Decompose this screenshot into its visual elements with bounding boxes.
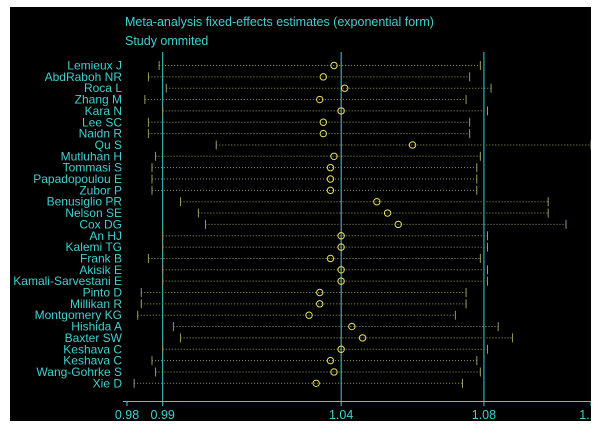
estimate-marker (330, 368, 338, 376)
study-label: Kalemi TG (66, 240, 122, 254)
study-label: Hishida A (71, 320, 122, 334)
estimate-marker (326, 254, 335, 263)
study-label: Benusiglio PR (47, 195, 123, 209)
study-label: Zhang M (75, 93, 122, 107)
study-label: Wang-Gohrke S (36, 365, 122, 379)
study-label: Lemieux J (67, 59, 122, 73)
estimate-marker (337, 232, 345, 240)
estimate-marker (316, 300, 324, 308)
estimate-marker (358, 334, 367, 342)
study-label: Cox DG (79, 217, 122, 231)
estimate-marker (348, 322, 356, 331)
study-label: AbdRaboh NR (45, 70, 123, 84)
x-tick-label: 1.11 (579, 408, 591, 421)
estimate-marker (337, 277, 345, 285)
estimate-marker (373, 198, 381, 206)
estimate-marker (337, 243, 345, 251)
study-label: Akisik E (79, 263, 122, 277)
study-label: Montgomery KG (35, 308, 122, 322)
study-label: Lee SC (82, 115, 122, 129)
study-label: Nelson SE (65, 206, 122, 220)
x-axis-line (123, 401, 591, 402)
estimate-marker (316, 95, 324, 104)
study-label: Roca L (84, 81, 122, 95)
estimate-marker (337, 345, 345, 353)
study-label: Naidn R (79, 127, 123, 141)
estimate-marker (394, 220, 402, 229)
estimate-marker (330, 152, 338, 161)
estimate-marker (316, 288, 324, 297)
study-label: Frank B (80, 251, 122, 265)
chart-subtitle: Study ommited (125, 34, 208, 48)
estimate-marker (326, 175, 335, 183)
study-label: Kara N (85, 104, 122, 118)
estimate-marker (408, 141, 417, 149)
study-label: Zubor P (79, 183, 122, 197)
estimate-marker (341, 84, 349, 92)
estimate-marker (337, 266, 345, 274)
estimate-marker (330, 61, 338, 70)
study-label: Kamali-Sarvestani E (13, 274, 122, 288)
study-label: Mutluhan H (61, 149, 122, 163)
x-tick-label: 0.99 (151, 408, 175, 421)
study-label: Tommasi S (63, 161, 122, 175)
estimate-marker (312, 379, 320, 387)
estimate-marker (305, 311, 313, 319)
estimate-marker (326, 186, 335, 195)
estimate-marker (326, 163, 335, 172)
study-label: An HJ (89, 229, 122, 243)
estimate-marker (337, 107, 345, 115)
chart-title: Meta-analysis fixed-effects estimates (e… (125, 15, 434, 29)
x-tick-label: 0.98 (115, 408, 139, 421)
study-label: Keshava C (63, 354, 122, 368)
study-label: Qu S (95, 138, 122, 152)
estimate-marker (326, 356, 335, 365)
estimate-marker (319, 118, 328, 126)
study-label: Baxter SW (65, 331, 123, 345)
study-label: Xie D (93, 376, 123, 390)
estimate-marker (319, 73, 328, 81)
study-label: Papadopoulou E (33, 172, 122, 186)
estimate-marker (383, 209, 392, 217)
plot-panel: Meta-analysis fixed-effects estimates (e… (10, 7, 591, 421)
estimate-marker (319, 129, 328, 138)
study-label: Millikan R (70, 297, 122, 311)
study-label: Keshava C (63, 342, 122, 356)
x-tick-label: 1.08 (472, 408, 496, 421)
x-tick-label: 1.04 (329, 408, 353, 421)
study-label: Pinto D (83, 286, 123, 300)
forest-plot: Meta-analysis fixed-effects estimates (e… (13, 15, 591, 421)
